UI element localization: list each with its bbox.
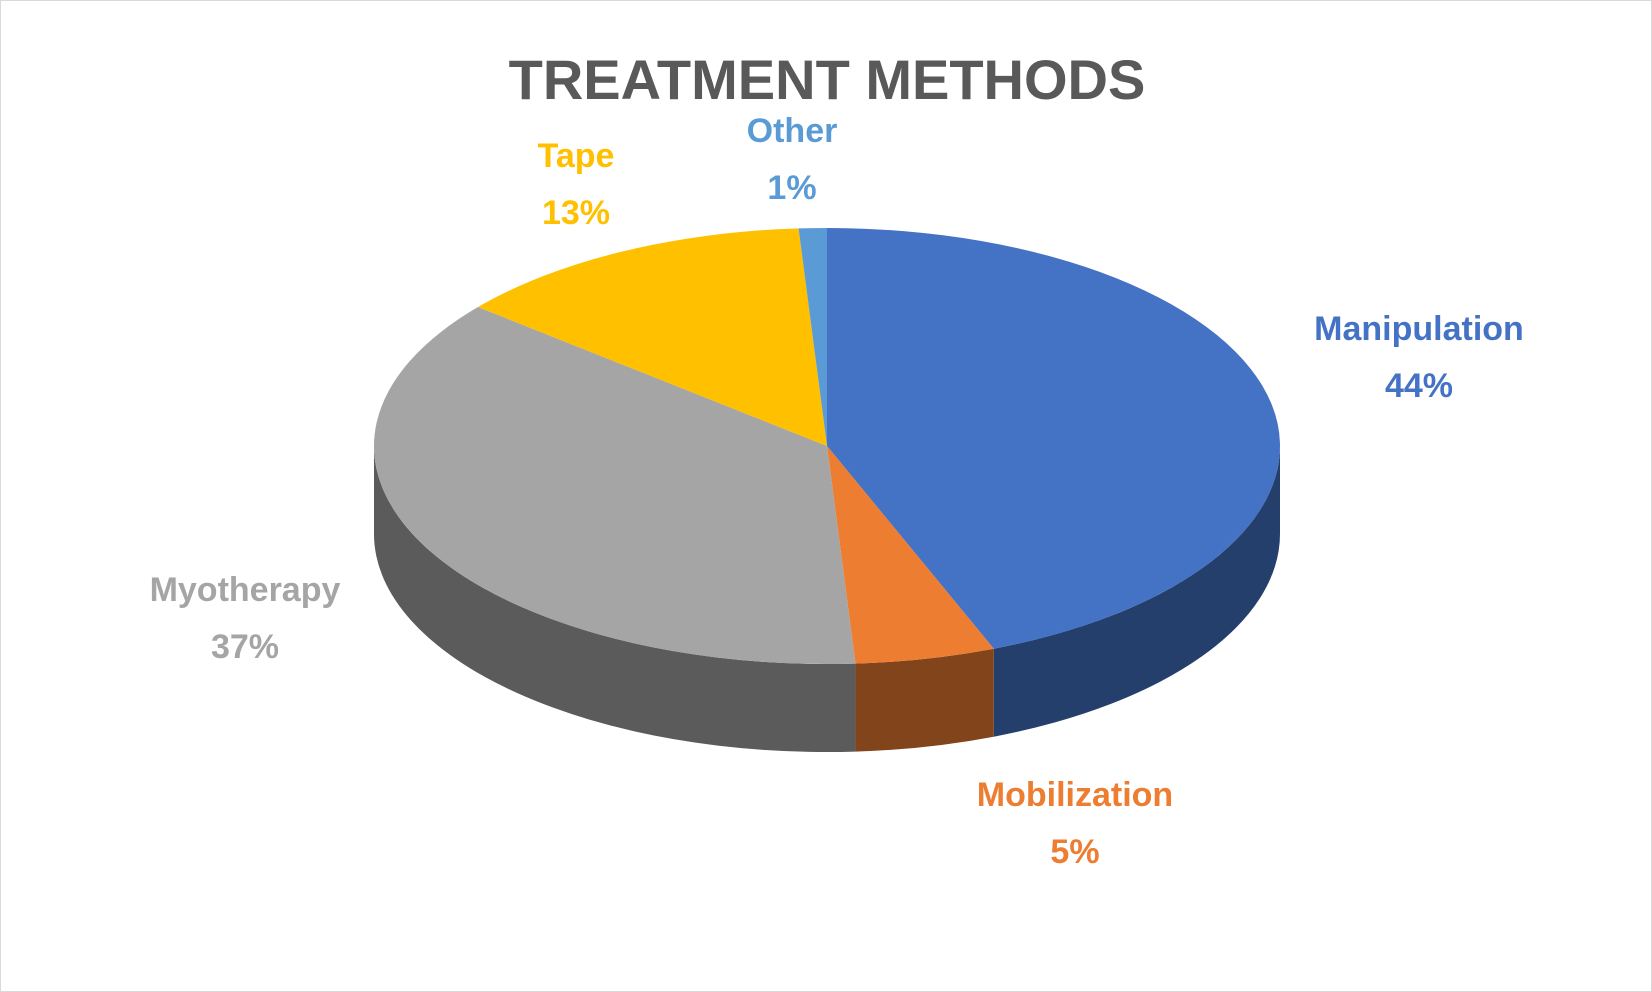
value-label: 44% xyxy=(1385,367,1453,405)
chart-title: TREATMENT METHODS xyxy=(509,48,1146,111)
slice-side xyxy=(855,648,994,752)
value-label: 37% xyxy=(211,628,279,666)
category-label: Mobilization xyxy=(977,776,1173,814)
value-label: 13% xyxy=(542,194,610,232)
slice xyxy=(827,228,1280,649)
slice xyxy=(827,446,994,664)
category-label: Other xyxy=(747,112,838,150)
category-label: Myotherapy xyxy=(150,571,341,609)
slice xyxy=(374,307,856,664)
slice xyxy=(477,228,827,446)
slice-side xyxy=(993,446,1280,737)
slice-side xyxy=(374,446,856,752)
value-label: 5% xyxy=(1050,833,1099,871)
category-label: Tape xyxy=(538,137,615,175)
value-label: 1% xyxy=(767,169,816,207)
category-label: Manipulation xyxy=(1314,310,1524,348)
slice xyxy=(798,228,827,446)
